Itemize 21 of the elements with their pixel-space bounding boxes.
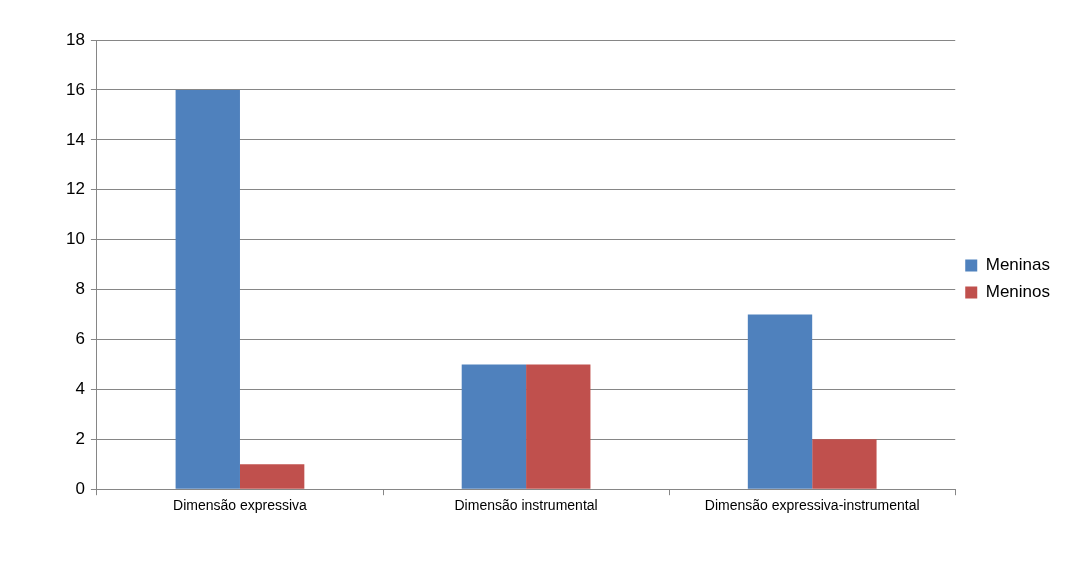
x-tick-label: Dimensão expressiva-instrumental	[704, 497, 920, 514]
y-tick-label: 2	[75, 428, 85, 448]
y-tick-label: 10	[65, 229, 85, 249]
y-tick-label: 14	[65, 129, 85, 149]
y-tick-label: 8	[75, 279, 85, 299]
y-tick-label: 16	[65, 79, 85, 99]
legend-label: Meninas	[985, 255, 1051, 275]
y-tick-label: 18	[65, 29, 85, 49]
x-tick-label: Dimensão expressiva	[173, 497, 308, 514]
x-tick-label: Dimensão instrumental	[454, 497, 598, 514]
y-tick-label: 6	[75, 329, 85, 349]
y-tick-label: 0	[75, 478, 85, 498]
bar	[747, 314, 813, 489]
bar	[461, 364, 527, 489]
y-tick-label: 12	[65, 179, 85, 199]
bar	[175, 89, 240, 489]
legend-label: Meninos	[985, 282, 1051, 302]
y-tick-label: 4	[75, 379, 85, 399]
bar	[526, 364, 591, 489]
bar	[812, 439, 877, 489]
bar	[239, 464, 305, 489]
